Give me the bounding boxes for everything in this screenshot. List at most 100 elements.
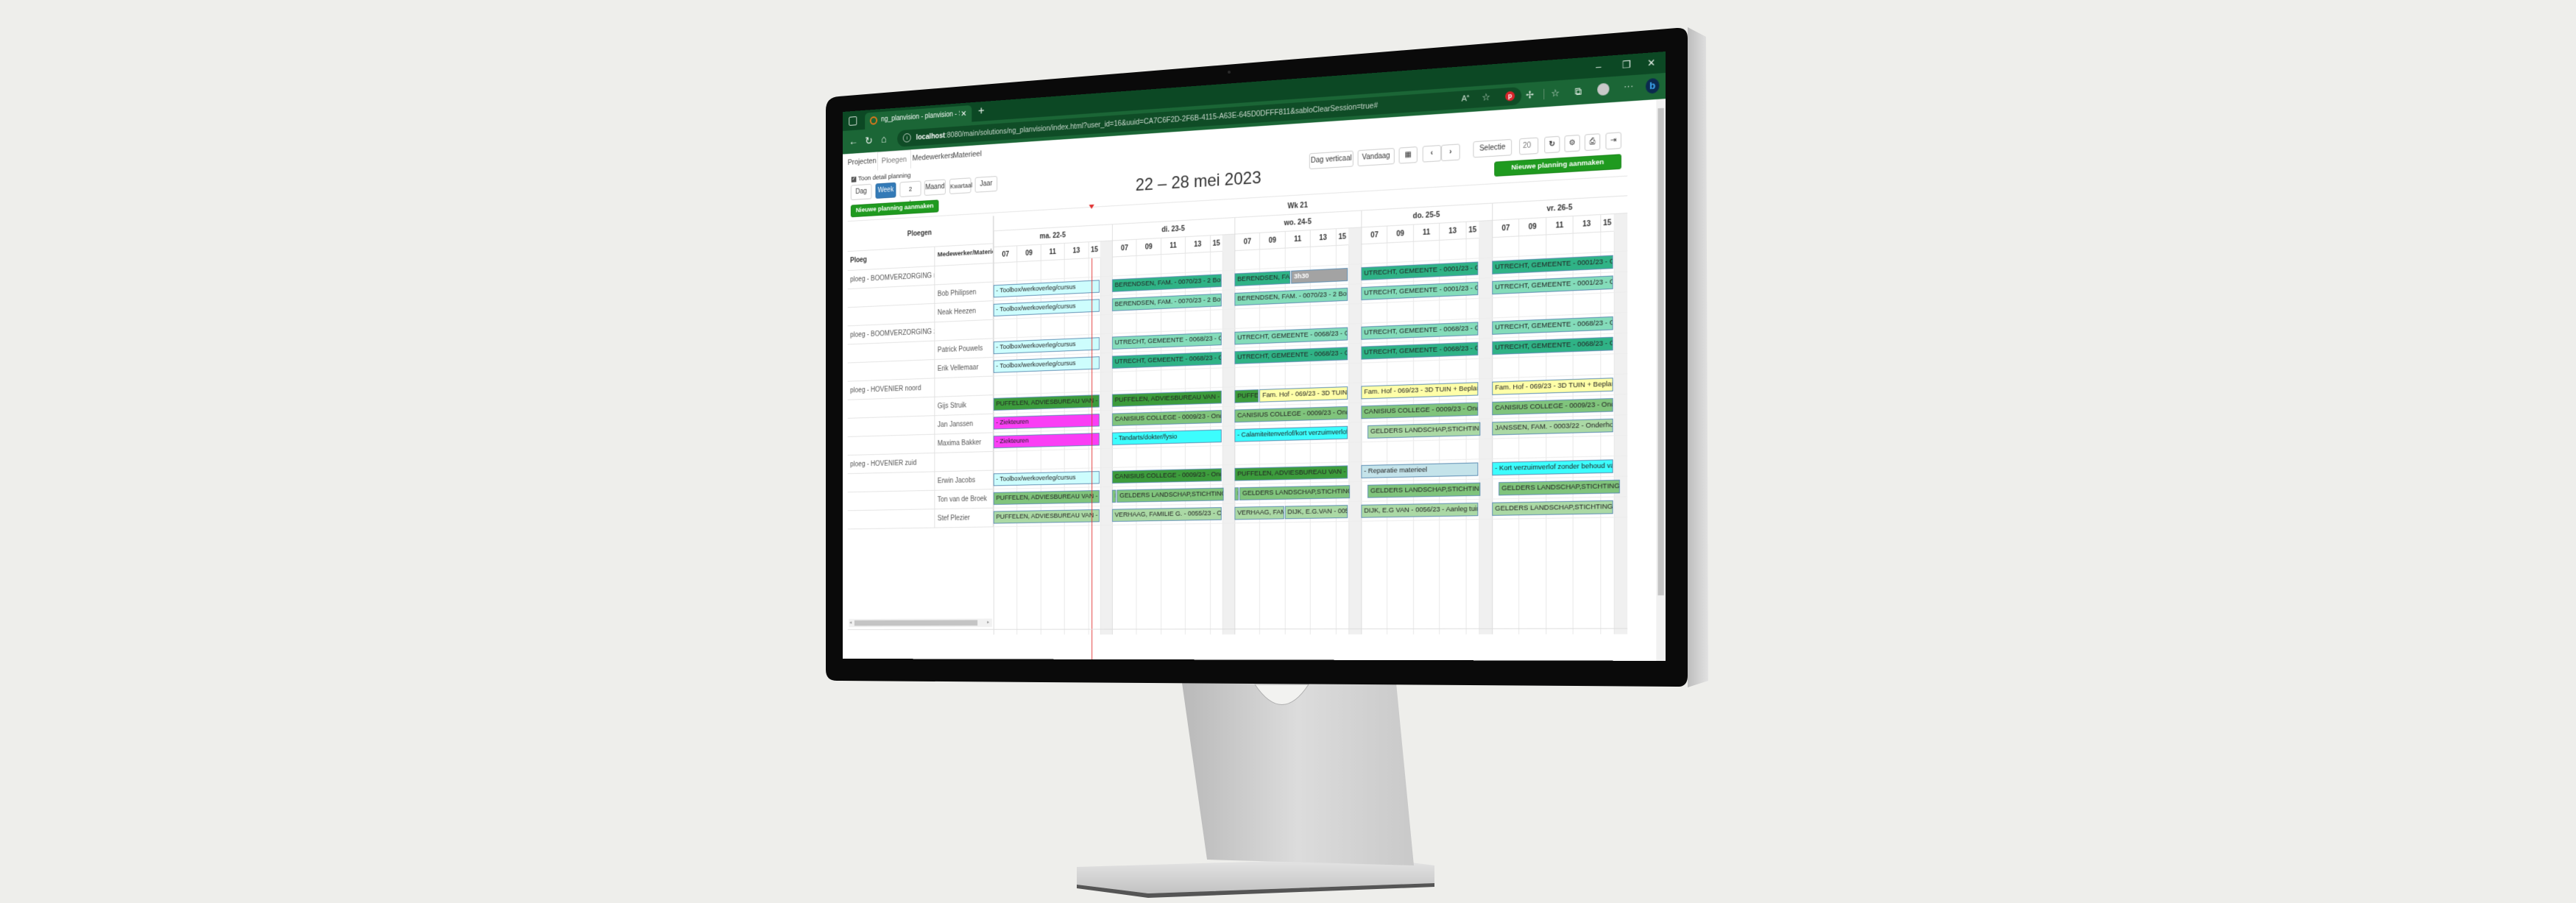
member-cell[interactable]	[935, 376, 994, 397]
hour-header: 15	[1335, 228, 1348, 247]
planning-bar[interactable]: GELDERS LANDSCHAP,STICHTING - 0007/23	[1367, 482, 1481, 498]
hour-header: 13	[1572, 215, 1600, 234]
planning-bar[interactable]: JANSSEN, FAM. - 0003/22 - Onderhoud tuin…	[1492, 418, 1613, 436]
planning-bar[interactable]: UTRECHT, GEMEENTE - 0068/23 - Gemeente	[1492, 316, 1613, 335]
planning-bar[interactable]: CANISIUS COLLEGE - 0009/23 - Onderhoud P…	[1361, 402, 1479, 419]
planning-bar[interactable]: PUFFELEN, ADVIESBUREAU VAN - 0005/23	[993, 509, 1100, 524]
planning-bar[interactable]: BERENDSEN, FAM. - 0070/23	[1234, 270, 1291, 287]
planning-bar[interactable]: BERENDSEN, FAM. - 0070/23 - 2 Bomen Roo	[1111, 274, 1222, 292]
planning-bar[interactable]: UTRECHT, GEMEENTE - 0068/23 - Gemeente	[1361, 322, 1479, 340]
member-column-header[interactable]: Medewerker/Materieel	[935, 244, 994, 266]
planning-bar[interactable]: UTRECHT, GEMEENTE - 0068/23 - Gemeente	[1111, 332, 1222, 350]
planning-bar[interactable]: 3h30	[1291, 268, 1348, 284]
member-cell[interactable]: Ton van de Broek	[935, 489, 994, 510]
grid-horizontal-scrollbar[interactable]: ◂ ▸	[849, 618, 993, 628]
planning-bar[interactable]: BERENDSEN, FAM. - 0070/23 - 2 Bomen Roo	[1234, 287, 1348, 306]
stand-neck	[1182, 683, 1414, 865]
member-cell[interactable]	[935, 319, 994, 341]
planning-bar[interactable]: UTRECHT, GEMEENTE - 0001/23 - Gemeente	[1492, 255, 1613, 275]
hour-header: 07	[1234, 233, 1260, 252]
planning-bar[interactable]: UTRECHT, GEMEENTE - 0068/23 - Gemeente	[1234, 347, 1348, 364]
planning-bar[interactable]: Fam. Hof - 069/23 - 3D TUIN + Beplanting…	[1259, 386, 1348, 403]
member-cell[interactable]: Patrick Pouwels	[935, 339, 994, 360]
planning-bar[interactable]: UTRECHT, GEMEENTE - 0001/23 - Gemeente	[1361, 281, 1479, 300]
planning-bar[interactable]: - Kort verzuimverlof zonder behoud van l…	[1492, 459, 1613, 476]
ploeg-cell[interactable]	[847, 490, 935, 511]
planning-bar[interactable]: CANISIUS COLLEGE - 0009/23 - Onderhoud P…	[1492, 397, 1613, 416]
planning-bar[interactable]: GELDERS LANDSCHAP,STICHTING - 0007/23	[1117, 487, 1224, 503]
planning-bar[interactable]: PUFFELEN, ADVIESBUREAU VAN - 0006/23	[1234, 465, 1348, 481]
planning-bar[interactable]: P	[1234, 487, 1239, 500]
member-cell[interactable]	[935, 263, 994, 286]
ploeg-cell[interactable]: ploeg - HOVENIER noord	[847, 378, 935, 400]
member-cell[interactable]: Gijs Struik	[935, 395, 994, 417]
planning-bar[interactable]: - Tandarts/dokter/fysio	[1111, 429, 1222, 445]
planning-bar[interactable]: VERHAAG, FAMILIE G. - 0055/23	[1234, 506, 1284, 520]
scroll-left-arrow-icon[interactable]: ◂	[849, 620, 852, 626]
planning-bar[interactable]: GELDERS LANDSCHAP,STICHTING - 0007/23	[1498, 479, 1620, 496]
member-cell[interactable]: Maxima Bakker	[935, 433, 994, 453]
planning-bar[interactable]: - Toolbox/werkoverleg/cursus	[993, 356, 1100, 373]
planning-bar[interactable]: CANISIUS COLLEGE - 0009/23 - Onderhoud P…	[1111, 468, 1222, 484]
planning-bar[interactable]: PUFFELEN, ADVIESBUREAU VAN - 0005/23	[1111, 390, 1222, 407]
member-cell[interactable]: Neak Heezen	[935, 301, 994, 323]
member-cell[interactable]: Erwin Jacobs	[935, 470, 994, 491]
planning-bar[interactable]: UTRECHT, GEMEENTE - 0001/23 - Gemeente	[1361, 261, 1479, 281]
planning-bar[interactable]: VERHAAG, FAMILIE G. - 0055/23 - Onderhou…	[1111, 507, 1222, 523]
member-cell[interactable]: Bob Philipsen	[935, 282, 994, 304]
planning-bar[interactable]: UTRECHT, GEMEENTE - 0001/23 - Gemeente	[1492, 275, 1613, 295]
ploeg-cell[interactable]: ploeg - HOVENIER zuid	[847, 453, 935, 475]
hour-header: 11	[1160, 237, 1186, 255]
planning-bar[interactable]: CANISIUS COLLEGE - 0009/23 - Onderhoud P…	[1234, 406, 1348, 423]
planning-bar[interactable]: DIJK, E.G.VAN - 0056/23	[1284, 505, 1348, 520]
hour-header: 15	[1599, 214, 1614, 233]
scroll-right-arrow-icon[interactable]: ▸	[987, 620, 990, 626]
planning-bar[interactable]: - Calamiteitenverlof/kort verzuimverlof …	[1234, 425, 1348, 442]
ploeg-cell[interactable]	[847, 397, 935, 419]
member-cell[interactable]: Erik Vellemaar	[935, 357, 994, 379]
ploeg-cell[interactable]	[847, 434, 935, 456]
planning-bar[interactable]: - Ziekteuren	[993, 414, 1100, 430]
planning-bar[interactable]: - Toolbox/werkoverleg/cursus	[993, 280, 1100, 298]
planning-bar[interactable]: UTRECHT, GEMEENTE - 0068/23 - Gemeente	[1111, 351, 1222, 369]
monitor-screen: ng_planvision - planvision - Serv ✕ + – …	[843, 51, 1666, 661]
planning-bar[interactable]: GELDERS LANDSCHAP,STICHTING - 0007/23	[1239, 485, 1351, 500]
member-cell[interactable]: Stef Plezier	[935, 508, 994, 528]
grid-scrollbar-thumb[interactable]	[854, 620, 978, 626]
planning-bar[interactable]: Fam. Hof - 069/23 - 3D TUIN + Beplanting…	[1361, 382, 1479, 400]
grid-bottom-border	[847, 628, 1628, 630]
planning-bar[interactable]: UTRECHT, GEMEENTE - 0068/23 - Gemeente	[1361, 341, 1479, 360]
planning-bar[interactable]: DIJK, E.G VAN - 0056/23 - Aanleg tuin va…	[1361, 502, 1479, 518]
planning-bar[interactable]: GELDERS LANDSCHAP,STICHTING - 0007/23	[1492, 500, 1613, 516]
stand-base-shadow	[1077, 883, 1434, 898]
ploeg-cell[interactable]	[847, 416, 935, 437]
planning-grid: Ploegen Ploeg Medewerker/Materieel Wk 21…	[843, 52, 1666, 661]
ploeg-cell[interactable]	[847, 472, 935, 493]
planning-bar[interactable]: - Toolbox/werkoverleg/cursus	[993, 299, 1100, 316]
hour-header: 15	[1209, 235, 1222, 252]
planning-bar[interactable]: - Toolbox/werkoverleg/cursus	[993, 471, 1100, 486]
hour-header: 13	[1064, 242, 1089, 260]
hour-header: 07	[993, 246, 1017, 263]
planning-bar[interactable]: - Toolbox/werkoverleg/cursus	[993, 337, 1100, 355]
planning-bar[interactable]: P	[1111, 489, 1117, 503]
ploeg-cell[interactable]	[847, 509, 935, 530]
planning-bar[interactable]: PUFFELEN, ADVIESBUREAU VAN - 0005/23	[993, 394, 1100, 411]
planning-bar[interactable]: UTRECHT, GEMEENTE - 0068/23 - Gemeente	[1234, 327, 1348, 345]
stand-base	[1077, 858, 1434, 893]
planning-bar[interactable]: BERENDSEN, FAM. - 0070/23 - 2 Bomen Roo	[1111, 293, 1222, 311]
planning-bar[interactable]: PUFFELEN, ADVIESBUREAU VAN - 0005/23	[993, 490, 1100, 505]
member-cell[interactable]: Jan Janssen	[935, 414, 994, 435]
planning-bar[interactable]: - Reparatie materieel	[1361, 462, 1479, 478]
timeline: ma. 22-5 07 09 11 13 15 di. 23-5 07 09 11 13 15 wo. …	[993, 196, 1628, 661]
planning-bar[interactable]: - Ziekteuren	[993, 433, 1100, 449]
planning-bar[interactable]: Fam. Hof - 069/23 - 3D TUIN + Beplanting…	[1492, 378, 1613, 395]
monitor-side-edge	[1688, 27, 1708, 687]
planning-bar[interactable]: UTRECHT, GEMEENTE - 0068/23 - Gemeente	[1492, 336, 1613, 355]
member-cell[interactable]	[935, 451, 994, 472]
planning-bar[interactable]: PUFFELEN, ADVIESBUREAU VAN - 0005/23	[1234, 389, 1259, 403]
planning-bar[interactable]: CANISIUS COLLEGE - 0009/23 - Onderhoud P…	[1111, 410, 1222, 426]
after-hours-strip	[1222, 234, 1235, 635]
planning-bar[interactable]: GELDERS LANDSCHAP,STICHTING - 0007/23	[1367, 422, 1481, 439]
